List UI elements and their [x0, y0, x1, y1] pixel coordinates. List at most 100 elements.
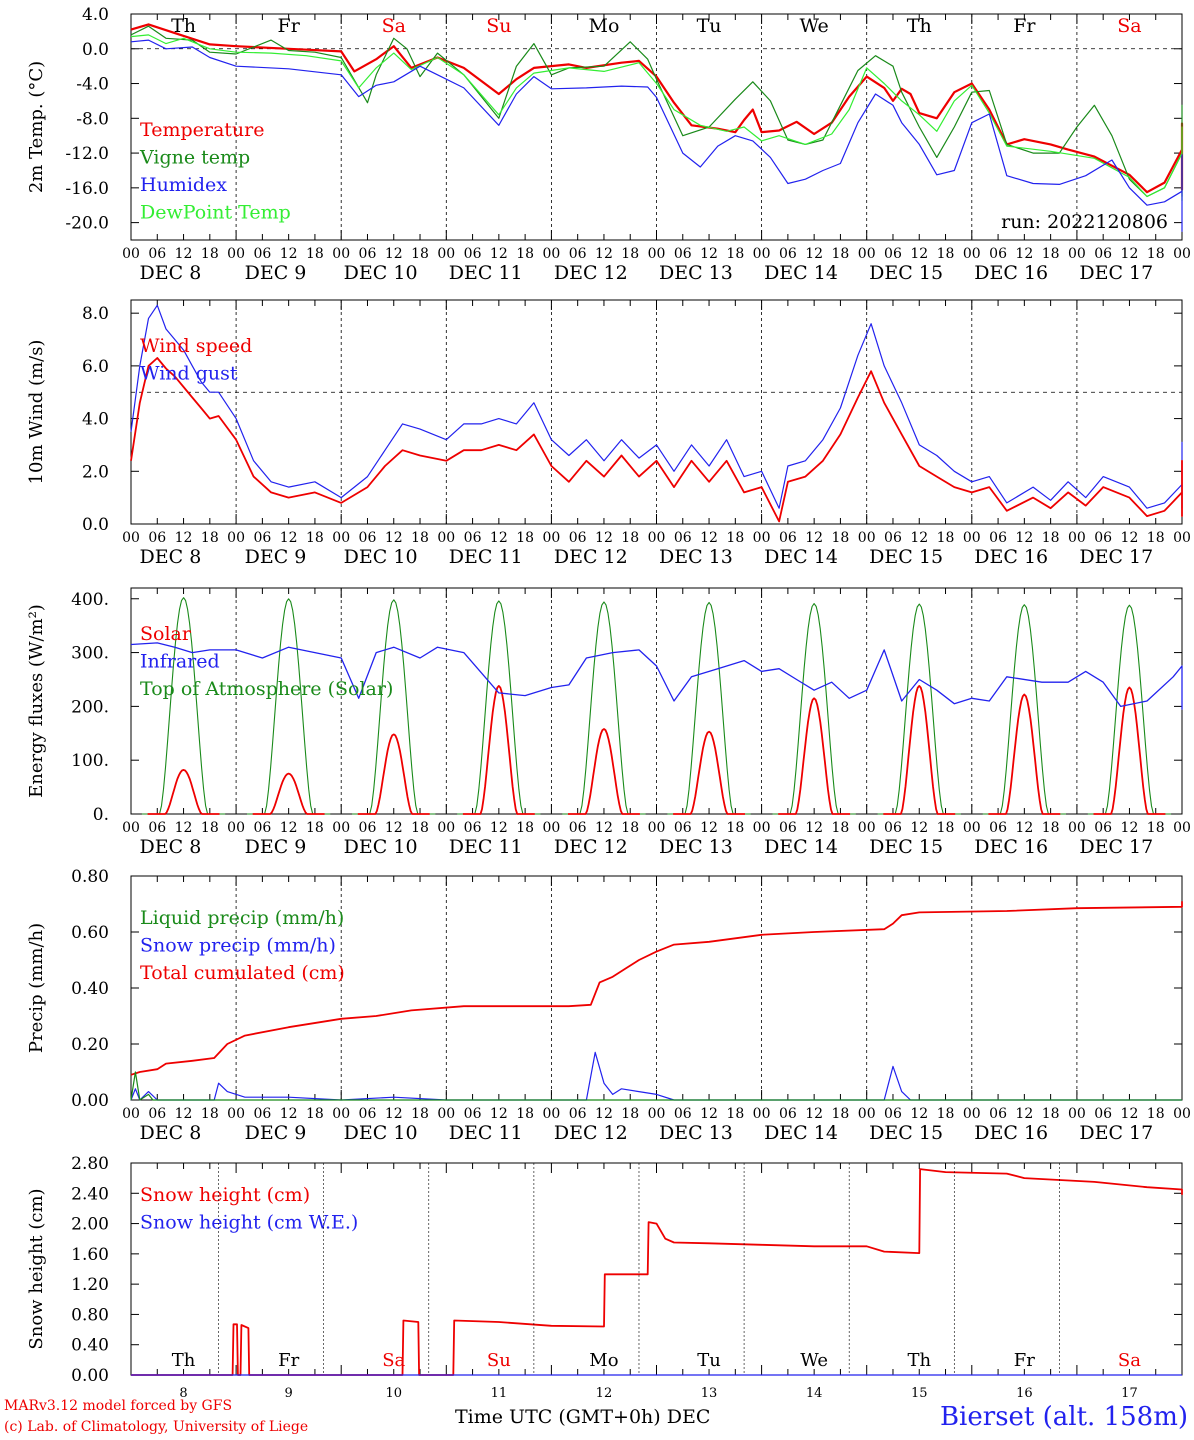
y-tick-label: -8.0 [76, 109, 109, 129]
series-line [877, 603, 961, 815]
hour-label: 06 [359, 1106, 377, 1122]
series-line [252, 772, 325, 815]
hour-label: 12 [280, 246, 298, 262]
hour-label: 00 [648, 246, 666, 262]
hour-label: 00 [858, 1106, 876, 1122]
hour-label: 18 [306, 530, 324, 546]
hour-label: 18 [1147, 1106, 1165, 1122]
legend-entry: Wind gust [140, 363, 238, 385]
hour-label: 12 [385, 530, 403, 546]
date-label: DEC 17 [1079, 546, 1153, 568]
date-label: DEC 8 [140, 546, 202, 568]
day-name: Mo [588, 15, 619, 37]
hour-label: 12 [490, 530, 508, 546]
hour-label: 00 [332, 1106, 350, 1122]
y-axis-label: 10m Wind (m/s) [26, 340, 47, 485]
day-number: 11 [491, 1386, 508, 1400]
legend-entry: Liquid precip (mm/h) [140, 907, 344, 929]
hour-label: 06 [1094, 530, 1112, 546]
series-line [357, 733, 430, 815]
date-label: DEC 8 [140, 836, 202, 858]
hour-label: 00 [1173, 1106, 1191, 1122]
legend-entry: Humidex [140, 174, 227, 196]
hour-label: 18 [1042, 530, 1060, 546]
series-line [130, 39, 1183, 232]
date-label: DEC 15 [869, 1122, 943, 1144]
y-tick-label: -4.0 [76, 75, 109, 95]
series-line [778, 697, 851, 815]
y-tick-label: 0.0 [82, 515, 109, 535]
series-line [131, 1168, 1183, 1376]
hour-label: 06 [1094, 246, 1112, 262]
hour-label: 00 [122, 530, 140, 546]
hour-label: 18 [621, 246, 639, 262]
date-label: DEC 14 [764, 836, 838, 858]
y-axis-label: 2m Temp. (°C) [26, 61, 47, 193]
series-line [982, 604, 1066, 815]
hour-label: 12 [910, 820, 928, 836]
panels-group: 4.0 0.0 -4.0 -8.0 -12.0 -16.0 -20.0 2m Temp. (°… [26, 5, 1191, 1400]
day-name: Fr [1014, 1350, 1035, 1371]
date-label: DEC 17 [1079, 836, 1153, 858]
date-label: DEC 16 [974, 1122, 1048, 1144]
series-line [130, 34, 1183, 202]
hour-label: 12 [1015, 246, 1033, 262]
hour-label: 06 [779, 530, 797, 546]
hour-label: 12 [175, 820, 193, 836]
y-axis-label: Precip (mm/h) [26, 923, 47, 1053]
hour-label: 12 [385, 246, 403, 262]
y-tick-label: 0.60 [71, 923, 109, 943]
legend-entry: Solar [140, 623, 192, 645]
hour-label: 00 [227, 530, 245, 546]
hour-label: 00 [648, 1106, 666, 1122]
series-line [130, 1071, 1182, 1101]
hour-label: 12 [490, 1106, 508, 1122]
hour-label: 00 [542, 530, 560, 546]
y-tick-label: 4.0 [82, 5, 109, 25]
day-number: 17 [1121, 1386, 1138, 1400]
hour-label: 00 [227, 820, 245, 836]
plot-frame [130, 299, 1183, 525]
hour-label: 12 [1015, 820, 1033, 836]
date-label: DEC 14 [764, 1122, 838, 1144]
hour-label: 18 [621, 820, 639, 836]
hour-label: 00 [332, 530, 350, 546]
hour-label: 00 [437, 530, 455, 546]
run-label: run: 2022120806 [1001, 211, 1168, 233]
legend-entry: DewPoint Temp [140, 202, 291, 224]
legend-entry: Vigne temp [139, 147, 250, 169]
hour-label: 18 [1042, 1106, 1060, 1122]
hour-label: 06 [569, 246, 587, 262]
hour-label: 12 [910, 246, 928, 262]
y-tick-label: 0.20 [71, 1035, 109, 1055]
hour-label: 18 [411, 530, 429, 546]
hour-label: 18 [201, 530, 219, 546]
hour-label: 12 [700, 530, 718, 546]
y-tick-label: 0.80 [71, 1305, 109, 1325]
hour-label: 18 [621, 530, 639, 546]
hour-label: 18 [1147, 820, 1165, 836]
hour-label: 12 [910, 530, 928, 546]
hour-label: 12 [490, 246, 508, 262]
day-number: 15 [911, 1386, 928, 1400]
hour-label: 12 [280, 820, 298, 836]
hour-label: 12 [805, 820, 823, 836]
hour-label: 00 [963, 1106, 981, 1122]
hour-label: 12 [595, 1106, 613, 1122]
legend-entry: Top of Atmosphere (Solar) [140, 678, 393, 700]
hour-label: 00 [1068, 530, 1086, 546]
hour-label: 18 [516, 246, 534, 262]
model-credit: MARv3.12 model forced by GFS [4, 1398, 233, 1414]
y-tick-label: 300. [71, 644, 109, 664]
hour-label: 12 [1121, 530, 1139, 546]
date-label: DEC 11 [449, 262, 523, 284]
y-axis-label: Snow height (cm) [26, 1188, 47, 1349]
date-label: DEC 15 [869, 836, 943, 858]
hour-label: 12 [175, 246, 193, 262]
y-tick-label: 8.0 [82, 304, 109, 324]
hour-label: 18 [726, 530, 744, 546]
hour-label: 06 [464, 246, 482, 262]
date-label: DEC 13 [659, 1122, 733, 1144]
hour-label: 18 [306, 246, 324, 262]
hour-label: 00 [858, 820, 876, 836]
